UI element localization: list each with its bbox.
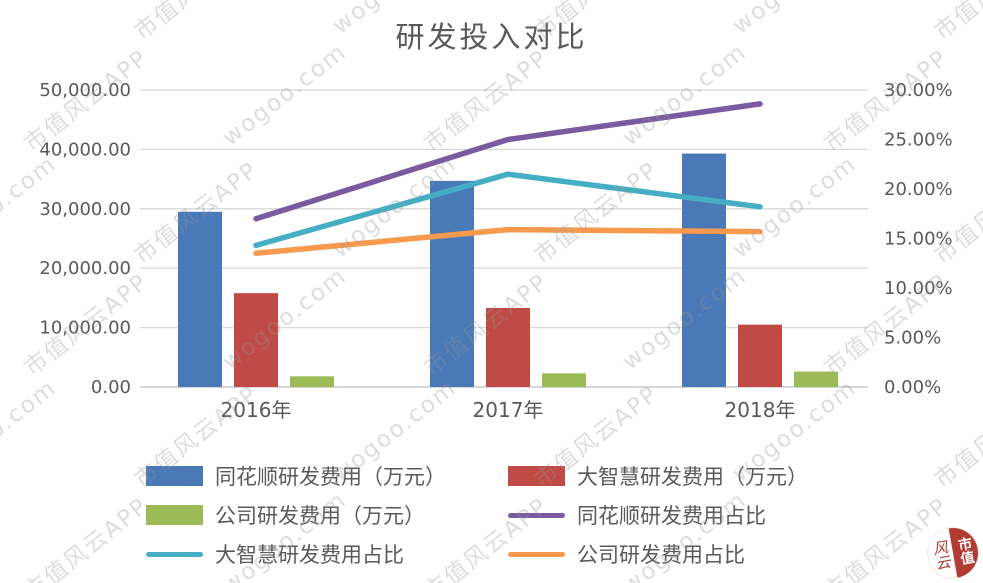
x-axis-category-label: 2017年 (473, 398, 544, 422)
legend-label: 公司研发费用占比 (577, 543, 745, 567)
seal-text-fengyun: 风云 (929, 538, 953, 572)
left-axis-tick-label: 0.00 (91, 377, 131, 398)
chart-legend: 同花顺研发费用（万元） 大智慧研发费用（万元） 公司研发费用（万元） 同花顺研发… (146, 464, 808, 567)
legend-item-dazhihui-bar: 大智慧研发费用（万元） (508, 464, 808, 489)
right-axis-tick-label: 25.00% (884, 130, 953, 151)
legend-swatch-line-orange (508, 551, 565, 557)
legend-swatch-bar-red (508, 466, 565, 486)
bar-series1-cat0 (234, 293, 278, 387)
x-axis-category-label: 2018年 (725, 398, 796, 422)
left-axis-tick-label: 30,000.00 (39, 199, 131, 220)
x-axis-category-label: 2016年 (221, 398, 292, 422)
bar-series2-cat0 (290, 376, 334, 387)
line-series1 (253, 171, 763, 249)
right-axis-tick-label: 20.00% (884, 179, 953, 200)
legend-item-tonghuashun-bar: 同花顺研发费用（万元） (146, 464, 508, 489)
left-axis-tick-label: 20,000.00 (39, 258, 131, 279)
bar-series1-cat2 (738, 324, 782, 387)
legend-label: 大智慧研发费用占比 (215, 543, 404, 567)
bar-series2-cat1 (542, 373, 586, 387)
legend-item-company-bar: 公司研发费用（万元） (146, 503, 508, 528)
right-axis-tick-label: 5.00% (884, 328, 941, 349)
right-axis-tick-label: 0.00% (884, 377, 941, 398)
legend-swatch-line-cyan (146, 551, 203, 557)
bar-series0-cat0 (178, 211, 222, 387)
legend-swatch-line-purple (508, 512, 565, 518)
legend-label: 同花顺研发费用占比 (577, 504, 766, 528)
legend-item-tonghuashun-ratio: 同花顺研发费用占比 (508, 503, 808, 528)
left-axis-tick-label: 10,000.00 (39, 318, 131, 339)
legend-item-dazhihui-ratio: 大智慧研发费用占比 (146, 542, 508, 567)
seal-text-shizhi: 市值 (955, 535, 976, 567)
right-axis-tick-label: 30.00% (884, 80, 953, 101)
right-axis-tick-label: 10.00% (884, 278, 953, 299)
bar-series0-cat2 (682, 153, 726, 387)
line-series2 (253, 226, 763, 257)
left-axis-tick-label: 40,000.00 (39, 139, 131, 160)
legend-label: 大智慧研发费用（万元） (577, 465, 808, 489)
legend-item-company-ratio: 公司研发费用占比 (508, 542, 808, 567)
legend-swatch-bar-green (146, 505, 203, 525)
bar-series2-cat2 (794, 371, 838, 387)
right-axis-tick-label: 15.00% (884, 229, 953, 250)
legend-swatch-bar-blue (146, 466, 203, 486)
bar-series0-cat1 (430, 180, 474, 387)
bar-series1-cat1 (486, 307, 530, 387)
chart-title: 研发投入对比 (395, 20, 588, 54)
legend-label: 同花顺研发费用（万元） (215, 465, 446, 489)
line-series0 (253, 101, 763, 222)
left-axis-tick-label: 50,000.00 (39, 80, 131, 101)
legend-label: 公司研发费用（万元） (215, 504, 425, 528)
